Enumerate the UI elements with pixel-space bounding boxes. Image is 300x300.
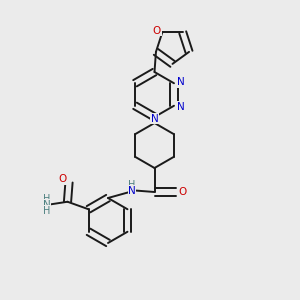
Text: N: N [177, 102, 184, 112]
Text: N: N [128, 185, 136, 196]
Text: O: O [58, 174, 67, 184]
Text: H: H [43, 194, 50, 204]
Text: O: O [178, 187, 186, 197]
Text: N: N [177, 77, 184, 87]
Text: O: O [153, 26, 161, 36]
Text: N: N [43, 200, 50, 210]
Text: H: H [43, 206, 50, 216]
Text: N: N [151, 113, 158, 124]
Text: H: H [128, 180, 136, 190]
